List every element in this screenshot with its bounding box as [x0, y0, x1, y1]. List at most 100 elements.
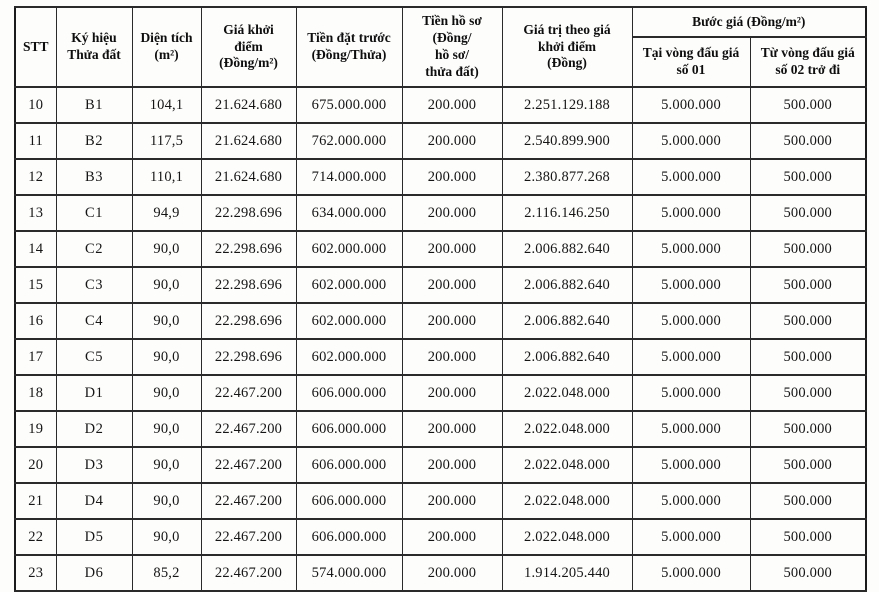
- table-cell: 90,0: [131, 518, 202, 556]
- column-header-starting-price: Giá khởi điểm (Đồng/m²): [200, 6, 297, 88]
- table-cell: 200.000: [401, 302, 503, 340]
- table-cell: 200.000: [401, 158, 503, 196]
- table-cell: 2.022.048.000: [501, 518, 633, 556]
- table-cell: 200.000: [401, 410, 503, 448]
- table-cell: 5.000.000: [631, 158, 751, 196]
- table-cell: 5.000.000: [631, 554, 751, 592]
- table-cell: B3: [55, 158, 133, 196]
- table-cell: 104,1: [131, 86, 202, 124]
- table-cell: 714.000.000: [295, 158, 403, 196]
- table-cell: 200.000: [401, 266, 503, 304]
- table-cell: 500.000: [749, 374, 867, 412]
- table-cell: 2.022.048.000: [501, 482, 633, 520]
- table-row: 22 D5 90,0 22.467.200 606.000.000 200.000 2.02…: [14, 518, 867, 556]
- table-row: 15 C3 90,0 22.298.696 602.000.000 200.000 2.00…: [14, 266, 867, 304]
- column-header-dossier-fee: Tiền hồ sơ (Đồng/ hồ sơ/ thửa đất): [401, 6, 503, 88]
- table-cell: 90,0: [131, 230, 202, 268]
- table-cell: B2: [55, 122, 133, 160]
- table-cell: D6: [55, 554, 133, 592]
- table-cell: D5: [55, 518, 133, 556]
- table-cell: 5.000.000: [631, 86, 751, 124]
- table-cell: 2.006.882.640: [501, 338, 633, 376]
- table-cell: 90,0: [131, 446, 202, 484]
- column-header-price-step-group: Bước giá (Đồng/m²): [631, 6, 867, 38]
- table-cell: 500.000: [749, 554, 867, 592]
- table-cell: 200.000: [401, 122, 503, 160]
- table-cell: 117,5: [131, 122, 202, 160]
- table-cell: 500.000: [749, 302, 867, 340]
- auction-price-table: STT Ký hiệu Thửa đất Diện tích (m²) Giá …: [14, 6, 867, 592]
- table-cell: 500.000: [749, 194, 867, 232]
- table-cell: 200.000: [401, 86, 503, 124]
- table-cell: 500.000: [749, 86, 867, 124]
- table-cell: 2.022.048.000: [501, 374, 633, 412]
- table-cell: 2.022.048.000: [501, 410, 633, 448]
- table-cell: 634.000.000: [295, 194, 403, 232]
- table-cell: 5.000.000: [631, 302, 751, 340]
- table-cell: 5.000.000: [631, 338, 751, 376]
- table-cell: 5.000.000: [631, 410, 751, 448]
- table-cell: 110,1: [131, 158, 202, 196]
- table-cell: 606.000.000: [295, 446, 403, 484]
- table-cell: 606.000.000: [295, 374, 403, 412]
- table-cell: 2.006.882.640: [501, 302, 633, 340]
- table-cell: 200.000: [401, 554, 503, 592]
- table-cell: 2.380.877.268: [501, 158, 633, 196]
- table-body: 10 B1 104,1 21.624.680 675.000.000 200.000 2.2…: [14, 86, 867, 592]
- table-cell: 14: [14, 230, 57, 268]
- table-cell: 200.000: [401, 482, 503, 520]
- table-cell: 94,9: [131, 194, 202, 232]
- table-cell: D3: [55, 446, 133, 484]
- table-cell: 606.000.000: [295, 410, 403, 448]
- table-cell: C3: [55, 266, 133, 304]
- table-cell: 2.251.129.188: [501, 86, 633, 124]
- table-cell: 675.000.000: [295, 86, 403, 124]
- table-cell: 11: [14, 122, 57, 160]
- table-cell: 5.000.000: [631, 230, 751, 268]
- table-cell: 15: [14, 266, 57, 304]
- table-cell: 602.000.000: [295, 302, 403, 340]
- table-cell: 90,0: [131, 410, 202, 448]
- table-cell: 2.022.048.000: [501, 446, 633, 484]
- table-cell: 500.000: [749, 158, 867, 196]
- table-cell: 500.000: [749, 266, 867, 304]
- table-cell: 90,0: [131, 482, 202, 520]
- table-cell: C1: [55, 194, 133, 232]
- table-cell: 606.000.000: [295, 518, 403, 556]
- table-cell: 12: [14, 158, 57, 196]
- table-cell: 602.000.000: [295, 230, 403, 268]
- table-row: 19 D2 90,0 22.467.200 606.000.000 200.000 2.02…: [14, 410, 867, 448]
- table-cell: 22.298.696: [200, 230, 297, 268]
- table-cell: 762.000.000: [295, 122, 403, 160]
- table-cell: 20: [14, 446, 57, 484]
- table-cell: D2: [55, 410, 133, 448]
- table-cell: 500.000: [749, 122, 867, 160]
- table-cell: 16: [14, 302, 57, 340]
- table-cell: 90,0: [131, 338, 202, 376]
- table-row: 20 D3 90,0 22.467.200 606.000.000 200.000 2.02…: [14, 446, 867, 484]
- table-cell: 22.298.696: [200, 194, 297, 232]
- table-cell: 500.000: [749, 518, 867, 556]
- table-cell: 21: [14, 482, 57, 520]
- column-header-deposit: Tiền đặt trước (Đồng/Thửa): [295, 6, 403, 88]
- column-header-price-step-round-2-plus: Từ vòng đấu giá số 02 trở đi: [749, 36, 867, 88]
- table-cell: 22.467.200: [200, 554, 297, 592]
- table-cell: 200.000: [401, 374, 503, 412]
- table-row: 13 C1 94,9 22.298.696 634.000.000 200.000 2.11…: [14, 194, 867, 232]
- column-header-area: Diện tích (m²): [131, 6, 202, 88]
- table-cell: 10: [14, 86, 57, 124]
- table-cell: 500.000: [749, 446, 867, 484]
- table-cell: 90,0: [131, 266, 202, 304]
- column-header-stt: STT: [14, 6, 57, 88]
- table-cell: 200.000: [401, 338, 503, 376]
- table-cell: B1: [55, 86, 133, 124]
- table-row: 11 B2 117,5 21.624.680 762.000.000 200.000 2.5…: [14, 122, 867, 160]
- table-cell: 21.624.680: [200, 122, 297, 160]
- table-row: 21 D4 90,0 22.467.200 606.000.000 200.000 2.02…: [14, 482, 867, 520]
- table-cell: 22: [14, 518, 57, 556]
- table-cell: 23: [14, 554, 57, 592]
- table-cell: 2.006.882.640: [501, 230, 633, 268]
- table-cell: 2.540.899.900: [501, 122, 633, 160]
- table-cell: 22.467.200: [200, 446, 297, 484]
